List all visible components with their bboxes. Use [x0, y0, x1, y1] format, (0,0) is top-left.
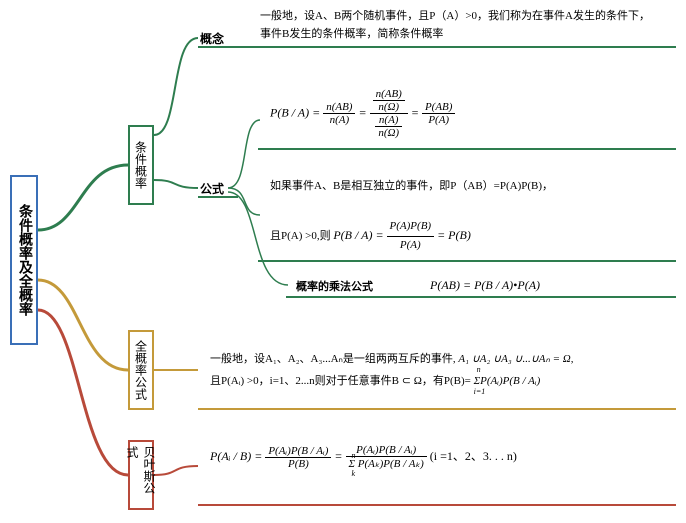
- total-sum: n ΣP(Aᵢ)P(B / Aᵢ) i=1: [474, 375, 541, 387]
- branch3-label: 贝叶斯公式: [124, 446, 158, 504]
- root-node: 条件概率及全概率: [10, 175, 38, 345]
- formula-f2-text2: 且P(A) >0,则 P(B / A) = P(A)P(B)P(A) = P(B…: [270, 218, 471, 254]
- formula-f1: P(B / A) = n(AB)n(A) = n(AB)n(Ω) n(A)n(Ω…: [270, 88, 455, 139]
- formula-label: 公式: [200, 180, 224, 197]
- line-formula-stub: [198, 196, 238, 198]
- total-text: 一般地，设A₁、A₂、A₃...Aₙ是一组两两互斥的事件, A₁ ∪A₂ ∪A₃…: [210, 348, 675, 392]
- mult-formula: P(AB) = P(B / A)•P(A): [430, 278, 540, 293]
- concept-text: 一般地，设A、B两个随机事件，且P（A）>0，我们称为在事件A发生的条件下， 事…: [260, 8, 670, 43]
- mult-label: 概率的乘法公式: [296, 278, 373, 294]
- branch-conditional: 条件概率: [128, 125, 154, 205]
- line-f1: [258, 148, 676, 150]
- branch1-label: 条件概率: [133, 141, 150, 189]
- root-label: 条件概率及全概率: [14, 204, 34, 316]
- line-total: [198, 408, 676, 410]
- line-mult: [286, 296, 676, 298]
- bayes-formula: P(Aᵢ / B) = P(Aᵢ)P(B / Aᵢ)P(B) = P(Aᵢ)P(…: [210, 444, 517, 470]
- f2-inline: P(B / A) = P(A)P(B)P(A) = P(B): [333, 228, 470, 242]
- line-concept: [198, 46, 676, 48]
- line-bayes: [198, 504, 676, 506]
- line-f2: [258, 260, 676, 262]
- formula-f2-text1: 如果事件A、B是相互独立的事件，即P（AB）=P(A)P(B)，: [270, 178, 553, 196]
- concept-label: 概念: [200, 30, 224, 47]
- branch2-label: 全概率公式: [133, 340, 150, 400]
- branch-bayes: 贝叶斯公式: [128, 440, 154, 510]
- branch-total: 全概率公式: [128, 330, 154, 410]
